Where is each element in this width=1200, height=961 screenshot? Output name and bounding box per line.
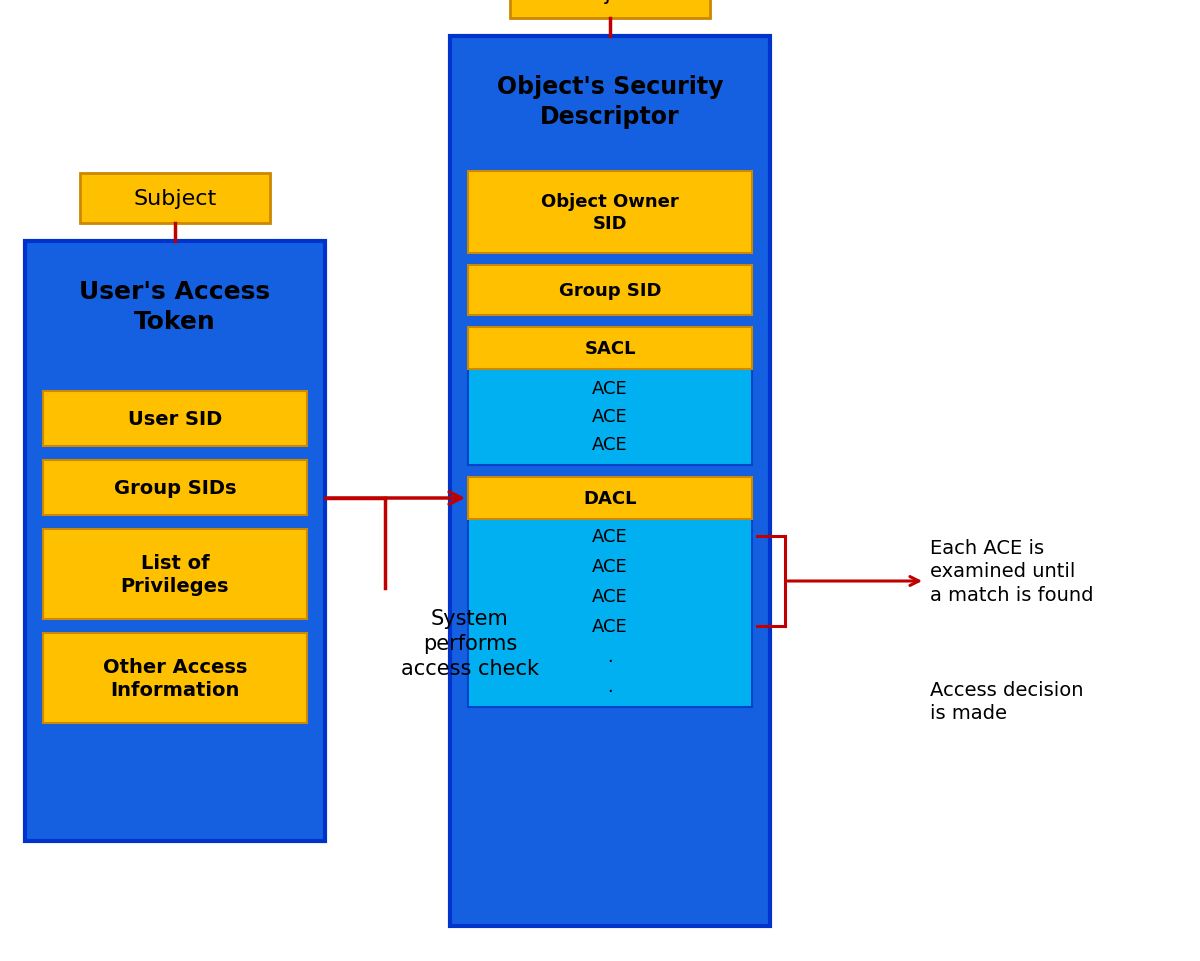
Bar — [510, 0, 710, 19]
Text: Access decision
is made: Access decision is made — [930, 680, 1084, 723]
Text: Other Access
Information: Other Access Information — [103, 657, 247, 700]
Text: List of
Privileges: List of Privileges — [121, 554, 229, 596]
Text: ACE: ACE — [592, 587, 628, 605]
Bar — [468, 172, 752, 254]
Bar — [80, 174, 270, 224]
Bar — [43, 460, 307, 515]
Text: Group SID: Group SID — [559, 282, 661, 300]
Bar — [468, 478, 752, 707]
Text: ACE: ACE — [592, 380, 628, 398]
Text: Subject: Subject — [133, 188, 217, 209]
Text: ACE: ACE — [592, 407, 628, 426]
Text: Object Owner
SID: Object Owner SID — [541, 193, 679, 233]
Text: Object's Security
Descriptor: Object's Security Descriptor — [497, 75, 724, 129]
Bar — [468, 266, 752, 315]
Text: .: . — [607, 648, 613, 665]
Text: User's Access
Token: User's Access Token — [79, 280, 270, 333]
Text: ACE: ACE — [592, 435, 628, 454]
Text: ACE: ACE — [592, 557, 628, 576]
Bar — [43, 633, 307, 724]
Text: .: . — [607, 678, 613, 695]
Bar — [25, 242, 325, 841]
Text: ACE: ACE — [592, 617, 628, 635]
Text: DACL: DACL — [583, 489, 637, 507]
Text: System
performs
access check: System performs access check — [401, 608, 539, 678]
Bar — [468, 328, 752, 465]
Text: Group SIDs: Group SIDs — [114, 479, 236, 498]
Bar — [43, 391, 307, 447]
Bar — [468, 328, 752, 370]
Text: Object: Object — [574, 0, 647, 4]
Bar — [468, 478, 752, 520]
Text: SACL: SACL — [584, 339, 636, 357]
Text: ACE: ACE — [592, 528, 628, 546]
Text: User SID: User SID — [128, 409, 222, 429]
Text: Each ACE is
examined until
a match is found: Each ACE is examined until a match is fo… — [930, 538, 1093, 604]
Bar — [43, 530, 307, 619]
Bar — [450, 37, 770, 926]
